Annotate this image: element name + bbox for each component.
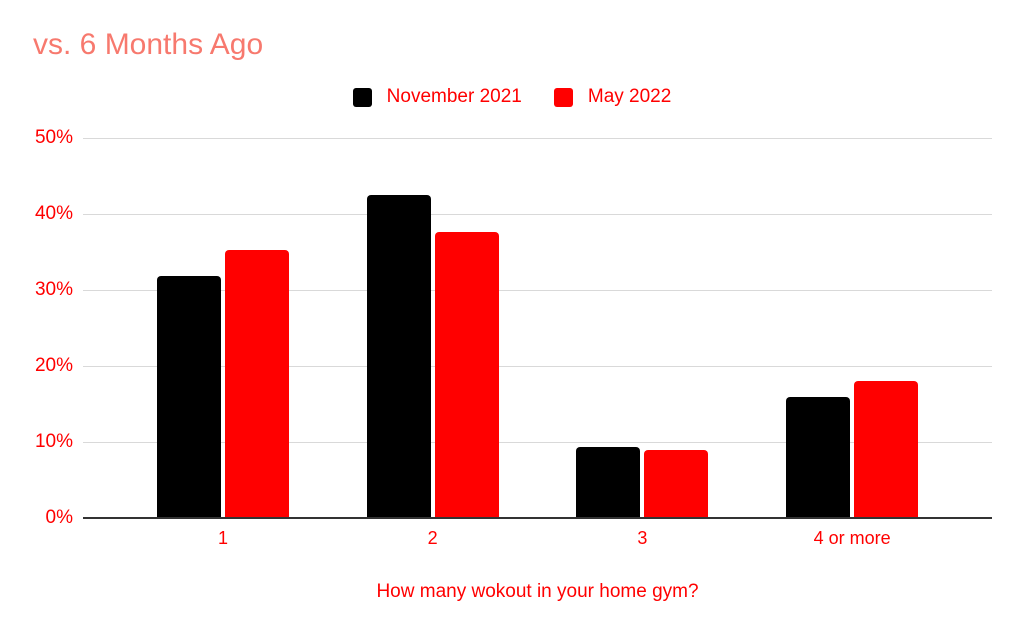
x-tick-label-2: 2 bbox=[427, 528, 438, 548]
gridline-40% bbox=[83, 214, 992, 215]
bar-november-2021-cat-1 bbox=[157, 276, 221, 518]
bar-november-2021-cat-2 bbox=[366, 195, 431, 518]
x-axis-baseline bbox=[83, 517, 992, 519]
y-tick-label-50%: 50% bbox=[34, 127, 73, 148]
y-tick-label-30%: 30% bbox=[34, 279, 73, 300]
x-axis-title: How many wokout in your home gym? bbox=[376, 581, 699, 602]
bar-may-2022-cat-4-or-more bbox=[854, 381, 919, 518]
legend-item-may-2022: May 2022 bbox=[553, 86, 672, 108]
y-tick-label-20%: 20% bbox=[34, 355, 73, 376]
gridline-10% bbox=[83, 442, 992, 443]
y-tick-label-10%: 10% bbox=[34, 431, 73, 452]
legend-label-november-2021: November 2021 bbox=[386, 86, 522, 107]
x-tick-label-1: 1 bbox=[217, 528, 228, 548]
y-tick-label-0%: 0% bbox=[45, 507, 73, 528]
bar-november-2021-cat-3 bbox=[576, 446, 641, 518]
bar-may-2022-cat-1 bbox=[225, 250, 289, 518]
bar-november-2021-cat-4-or-more bbox=[786, 397, 851, 518]
bar-may-2022-cat-3 bbox=[644, 450, 709, 518]
bar-may-2022-cat-2 bbox=[434, 232, 499, 518]
gridline-50% bbox=[83, 138, 992, 139]
x-tick-label-4-or-more: 4 or more bbox=[813, 528, 891, 548]
legend-item-november-2021: November 2021 bbox=[352, 86, 522, 108]
legend-swatch-november-2021 bbox=[352, 87, 372, 107]
y-tick-label-40%: 40% bbox=[34, 203, 73, 224]
gridline-30% bbox=[83, 290, 992, 291]
legend: November 2021 May 2022 bbox=[0, 84, 1024, 110]
x-tick-label-3: 3 bbox=[637, 528, 648, 548]
legend-label-may-2022: May 2022 bbox=[587, 86, 672, 107]
legend-swatch-may-2022 bbox=[553, 87, 573, 107]
chart-title: vs. 6 Months Ago bbox=[33, 28, 264, 61]
gridline-20% bbox=[83, 366, 992, 367]
